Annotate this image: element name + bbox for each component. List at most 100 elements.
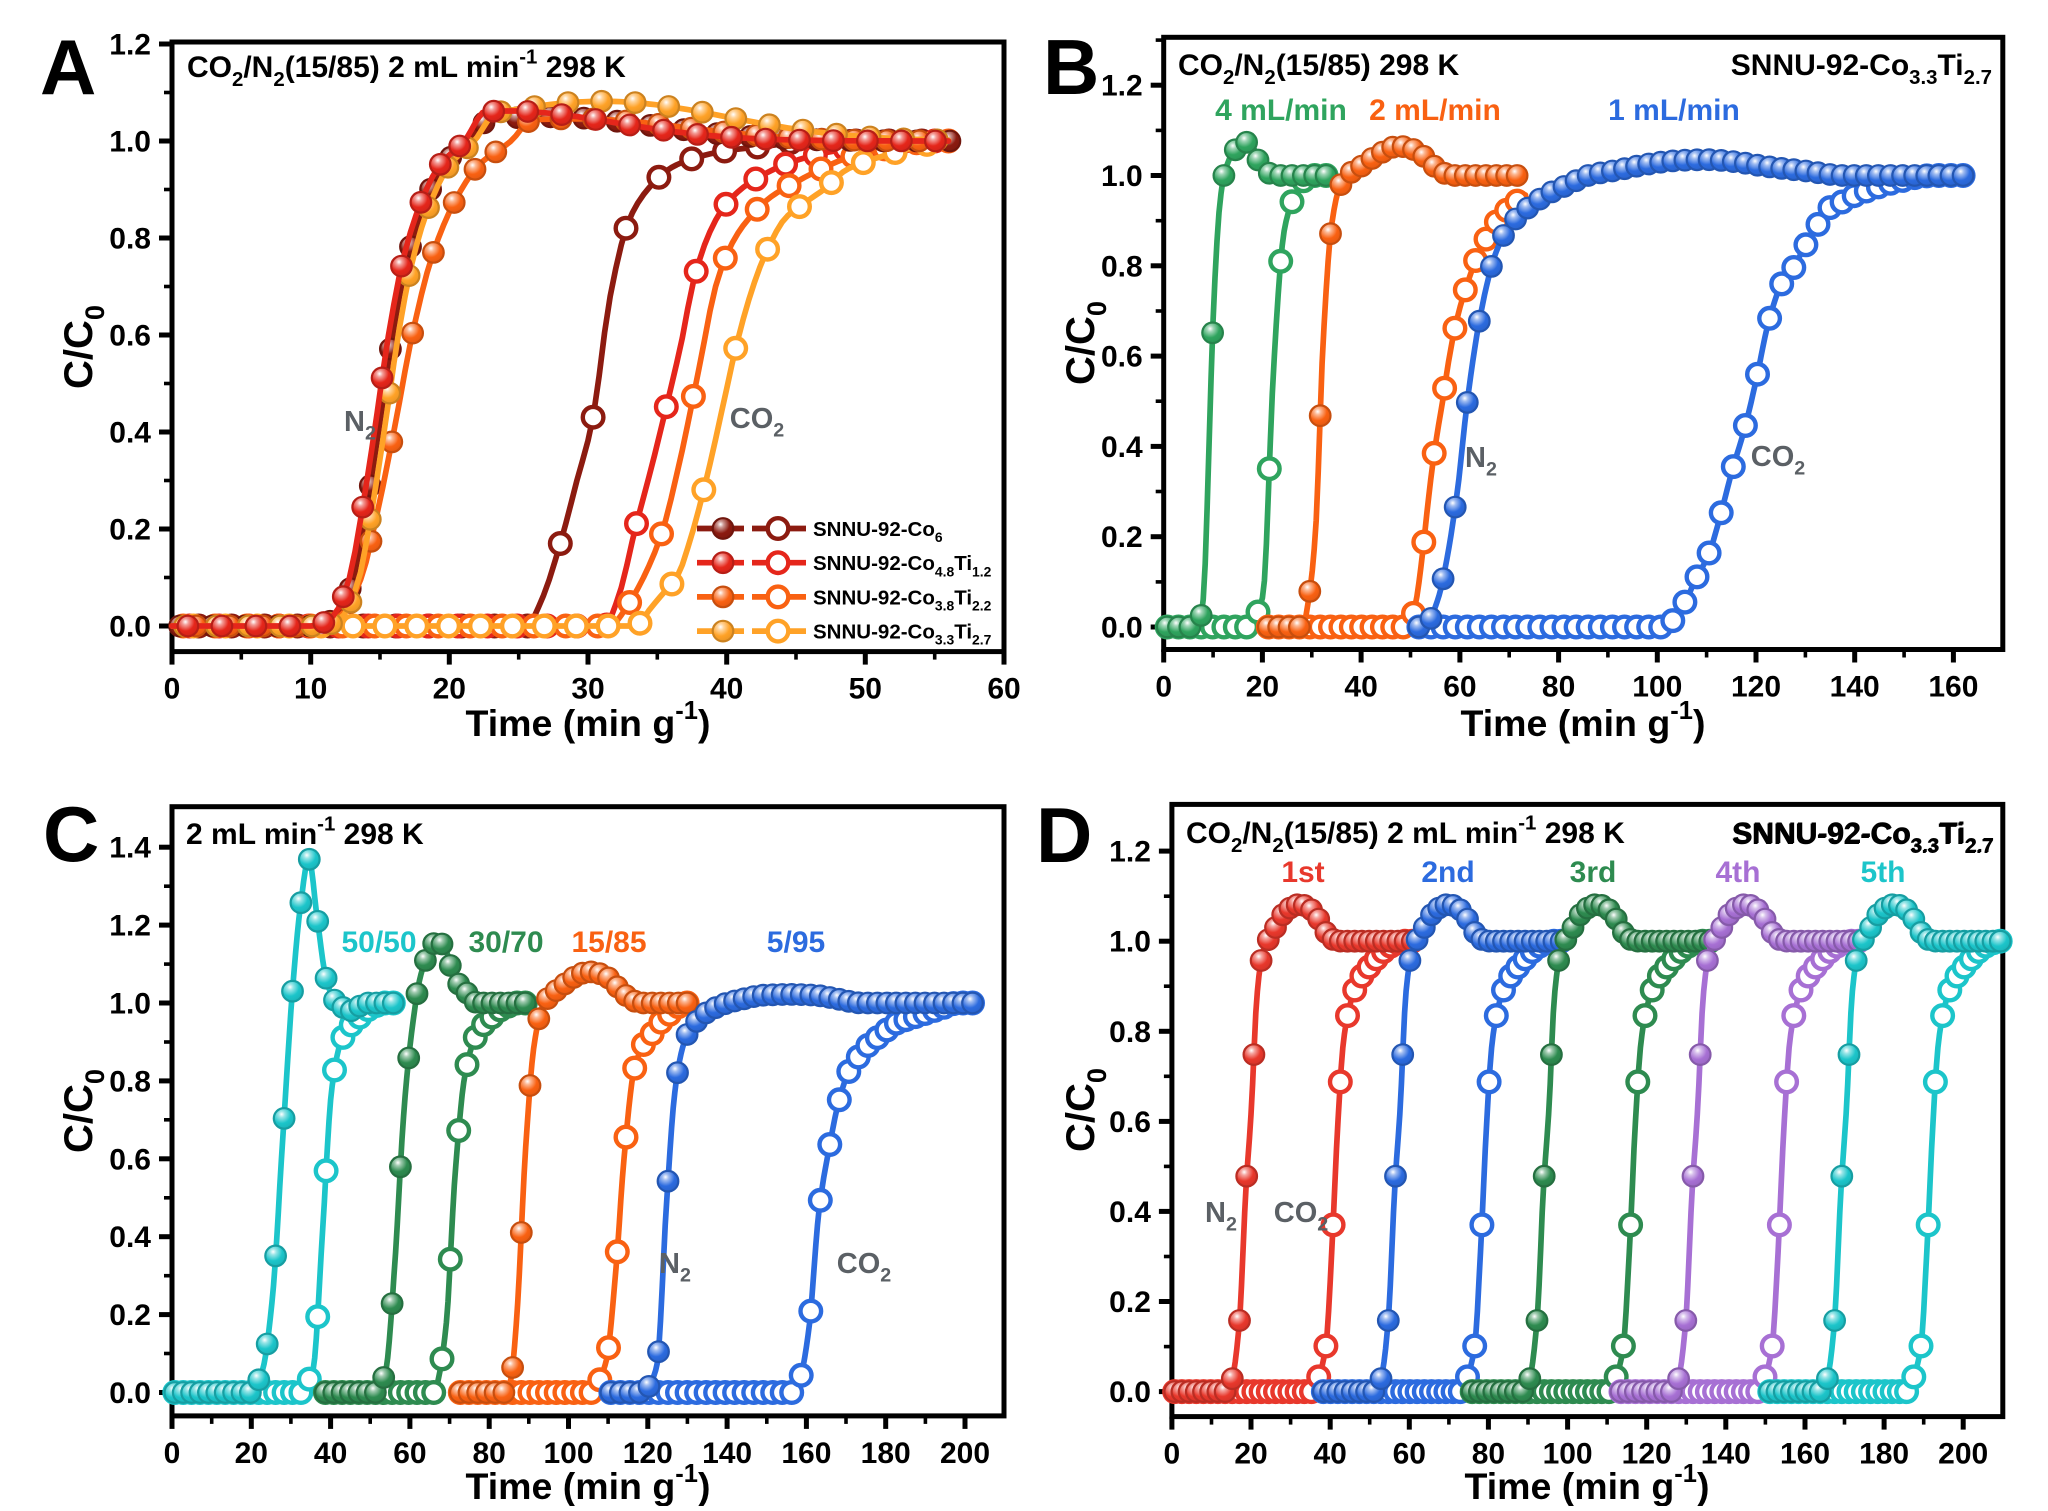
svg-text:20: 20 — [1234, 1438, 1267, 1471]
svg-text:140: 140 — [1701, 1438, 1751, 1471]
svg-text:0.0: 0.0 — [109, 611, 151, 644]
svg-text:10: 10 — [294, 673, 327, 706]
svg-text:180: 180 — [1859, 1438, 1909, 1471]
svg-text:1.2: 1.2 — [109, 29, 151, 62]
svg-text:160: 160 — [781, 1437, 831, 1470]
svg-text:C/C0: C/C0 — [57, 305, 110, 389]
svg-text:1.4: 1.4 — [109, 832, 151, 865]
svg-text:CO2/N2(15/85) 2 mL min-1 298 K: CO2/N2(15/85) 2 mL min-1 298 K — [1186, 813, 1625, 858]
svg-text:160: 160 — [1928, 671, 1978, 704]
svg-text:0.2: 0.2 — [1109, 1286, 1151, 1319]
svg-text:0.6: 0.6 — [109, 1143, 151, 1176]
svg-text:A: A — [40, 23, 96, 111]
svg-text:CO2/N2(15/85) 298 K: CO2/N2(15/85) 298 K — [1178, 49, 1459, 89]
svg-text:40: 40 — [1344, 671, 1377, 704]
svg-text:1.0: 1.0 — [109, 988, 151, 1021]
svg-text:80: 80 — [1542, 671, 1575, 704]
svg-text:15/85: 15/85 — [571, 926, 646, 959]
svg-text:0.8: 0.8 — [109, 223, 151, 256]
svg-text:140: 140 — [702, 1437, 752, 1470]
svg-text:80: 80 — [1472, 1438, 1505, 1471]
svg-text:CO2: CO2 — [1751, 441, 1806, 480]
svg-text:1 mL/min: 1 mL/min — [1608, 94, 1740, 127]
svg-text:0.4: 0.4 — [1101, 431, 1143, 464]
svg-text:60: 60 — [1443, 671, 1476, 704]
svg-text:Time (min g-1): Time (min g-1) — [1465, 1460, 1710, 1506]
svg-text:0.0: 0.0 — [109, 1377, 151, 1410]
svg-text:SNNU-92-Co3.3Ti2.7: SNNU-92-Co3.3Ti2.7 — [813, 621, 992, 648]
svg-text:60: 60 — [987, 673, 1020, 706]
svg-text:0.8: 0.8 — [1101, 250, 1143, 283]
svg-text:SNNU-92-Co3.3Ti2.7: SNNU-92-Co3.3Ti2.7 — [1731, 49, 1992, 89]
svg-text:CO2: CO2 — [837, 1248, 892, 1287]
svg-text:CO2: CO2 — [730, 403, 785, 442]
svg-text:Time (min g-1): Time (min g-1) — [466, 697, 711, 744]
svg-text:N2: N2 — [1205, 1197, 1237, 1236]
svg-text:1.2: 1.2 — [1109, 836, 1151, 869]
svg-text:SNNU-92-Co3.3Ti2.7: SNNU-92-Co3.3Ti2.7 — [1732, 818, 1993, 858]
svg-text:SNNU-92-Co6: SNNU-92-Co6 — [813, 518, 943, 545]
svg-text:0.8: 0.8 — [109, 1065, 151, 1098]
svg-text:2 mL/min: 2 mL/min — [1369, 94, 1501, 127]
svg-text:0.8: 0.8 — [1109, 1016, 1151, 1049]
svg-text:C/C0: C/C0 — [1059, 301, 1112, 385]
svg-text:1.2: 1.2 — [1101, 70, 1143, 103]
svg-text:0.4: 0.4 — [1109, 1196, 1151, 1229]
svg-text:20: 20 — [1246, 671, 1279, 704]
svg-text:100: 100 — [543, 1437, 593, 1470]
svg-text:C/C0: C/C0 — [1059, 1068, 1112, 1152]
svg-text:Time (min g-1): Time (min g-1) — [466, 1460, 711, 1506]
svg-text:0.6: 0.6 — [109, 320, 151, 353]
svg-text:N2: N2 — [1465, 442, 1497, 481]
svg-text:180: 180 — [861, 1437, 911, 1470]
svg-text:0.0: 0.0 — [1101, 612, 1143, 645]
svg-text:0: 0 — [1155, 671, 1172, 704]
svg-text:0.6: 0.6 — [1109, 1106, 1151, 1139]
svg-text:0.4: 0.4 — [109, 1221, 151, 1254]
svg-text:80: 80 — [473, 1437, 506, 1470]
svg-text:CO2: CO2 — [1274, 1197, 1329, 1236]
svg-text:SNNU-92-Co3.3Ti2.7: SNNU-92-Co3.3Ti2.7 — [1733, 817, 1994, 857]
svg-text:0: 0 — [164, 673, 181, 706]
svg-text:50: 50 — [849, 673, 882, 706]
svg-text:200: 200 — [1938, 1438, 1988, 1471]
svg-text:20: 20 — [235, 1437, 268, 1470]
svg-text:120: 120 — [1622, 1438, 1672, 1471]
svg-text:140: 140 — [1830, 671, 1880, 704]
svg-text:20: 20 — [433, 673, 466, 706]
svg-text:C: C — [43, 790, 99, 878]
svg-text:0: 0 — [164, 1437, 181, 1470]
svg-text:4 mL/min: 4 mL/min — [1215, 94, 1347, 127]
svg-text:3rd: 3rd — [1570, 856, 1617, 889]
svg-text:1.2: 1.2 — [109, 910, 151, 943]
svg-text:4th: 4th — [1716, 856, 1761, 889]
svg-text:30: 30 — [571, 673, 604, 706]
svg-text:30/70: 30/70 — [468, 926, 543, 959]
svg-text:C/C0: C/C0 — [57, 1069, 110, 1153]
svg-text:40: 40 — [314, 1437, 347, 1470]
svg-text:SNNU-92-Co3.8Ti2.2: SNNU-92-Co3.8Ti2.2 — [813, 586, 992, 613]
svg-text:200: 200 — [940, 1437, 990, 1470]
svg-text:60: 60 — [393, 1437, 426, 1470]
svg-text:1.0: 1.0 — [1101, 160, 1143, 193]
svg-text:40: 40 — [710, 673, 743, 706]
svg-text:120: 120 — [623, 1437, 673, 1470]
svg-text:120: 120 — [1731, 671, 1781, 704]
svg-text:1st: 1st — [1281, 856, 1324, 889]
svg-text:N2: N2 — [659, 1248, 691, 1287]
svg-text:0: 0 — [1164, 1438, 1181, 1471]
svg-text:100: 100 — [1543, 1438, 1593, 1471]
svg-text:100: 100 — [1632, 671, 1682, 704]
svg-text:5/95: 5/95 — [767, 926, 825, 959]
svg-text:D: D — [1036, 791, 1092, 879]
svg-text:2nd: 2nd — [1421, 856, 1474, 889]
svg-text:0.6: 0.6 — [1101, 341, 1143, 374]
svg-text:0.2: 0.2 — [109, 514, 151, 547]
svg-text:1.0: 1.0 — [109, 126, 151, 159]
svg-text:N2: N2 — [344, 406, 376, 445]
svg-text:60: 60 — [1393, 1438, 1426, 1471]
svg-text:CO2/N2(15/85) 2 mL min-1 298 K: CO2/N2(15/85) 2 mL min-1 298 K — [187, 47, 626, 92]
svg-text:0.2: 0.2 — [109, 1299, 151, 1332]
svg-text:1.0: 1.0 — [1109, 926, 1151, 959]
svg-text:SNNU-92-Co4.8Ti1.2: SNNU-92-Co4.8Ti1.2 — [813, 552, 992, 579]
